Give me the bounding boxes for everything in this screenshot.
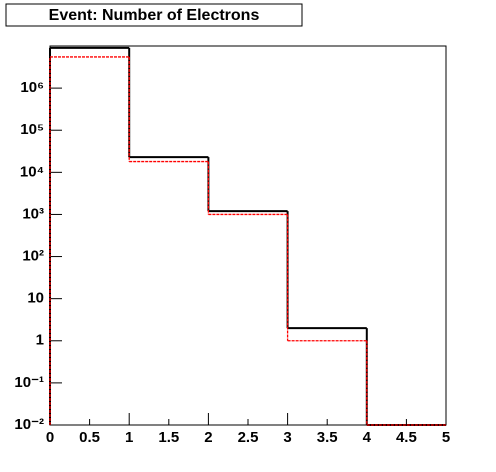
y-tick-label: 10⁴	[20, 163, 44, 180]
y-tick-label: 10⁵	[20, 121, 44, 138]
x-tick-label: 2	[204, 429, 212, 446]
x-tick-label: 2.5	[238, 429, 259, 446]
y-tick-label: 10³	[22, 205, 44, 222]
x-tick-label: 4	[363, 429, 372, 446]
x-tick-label: 3.5	[317, 429, 338, 446]
y-tick-label: 10⁶	[20, 79, 44, 96]
x-tick-label: 1.5	[158, 429, 179, 446]
y-tick-label: 1	[36, 332, 44, 349]
x-tick-label: 5	[442, 429, 450, 446]
chart-title: Event: Number of Electrons	[49, 7, 260, 24]
y-tick-label: 10⁻¹	[14, 374, 44, 391]
x-tick-label: 0	[46, 429, 54, 446]
x-tick-label: 0.5	[79, 429, 100, 446]
y-tick-label: 10	[27, 290, 44, 307]
title-box	[5, 3, 303, 27]
x-tick-label: 1	[125, 429, 133, 446]
y-tick-label: 10²	[22, 248, 44, 265]
x-tick-label: 3	[283, 429, 291, 446]
x-tick-label: 4.5	[396, 429, 417, 446]
y-tick-label: 10⁻²	[14, 416, 44, 433]
